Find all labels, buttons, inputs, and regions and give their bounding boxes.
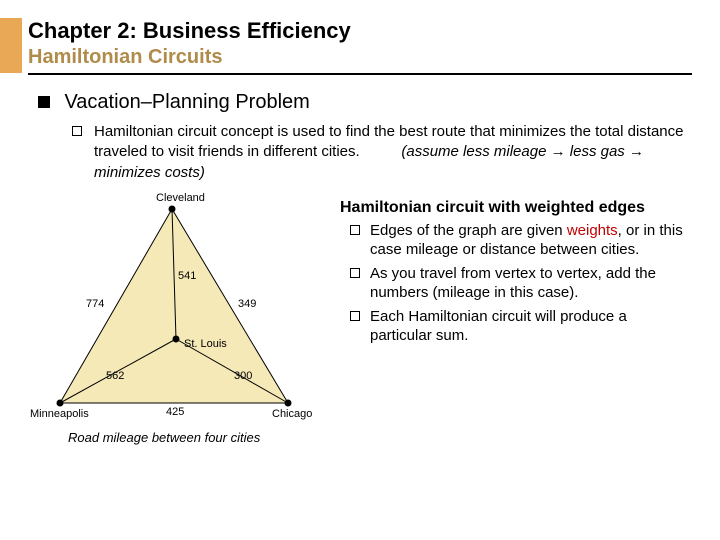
right-list-item: Edges of the graph are given weights, or… (350, 221, 692, 260)
chapter-subtitle: Hamiltonian Circuits (28, 46, 692, 69)
right-item-body: As you travel from vertex to vertex, add… (370, 264, 692, 303)
level2-text: Hamiltonian circuit concept is used to f… (94, 122, 692, 183)
svg-text:St. Louis: St. Louis (184, 338, 227, 350)
highlight-word: weights (567, 222, 618, 239)
svg-text:Chicago: Chicago (272, 408, 312, 420)
slide-header: Chapter 2: Business Efficiency Hamiltoni… (28, 18, 692, 75)
right-title: Hamiltonian circuit with weighted edges (340, 199, 692, 217)
level1-text: Vacation–Planning Problem (64, 91, 309, 113)
square-bullet-icon (38, 96, 50, 108)
right-list-item: Each Hamiltonian circuit will produce a … (350, 307, 692, 346)
svg-text:Cleveland: Cleveland (156, 192, 205, 204)
content-columns: 541 774 349 562 300 425 Cleveland St. Louis Minn… (28, 189, 692, 445)
svg-text:300: 300 (234, 370, 252, 382)
open-square-bullet-icon (350, 225, 360, 235)
open-square-bullet-icon (350, 311, 360, 321)
svg-text:774: 774 (86, 298, 104, 310)
open-square-bullet-icon (350, 268, 360, 278)
chapter-title: Chapter 2: Business Efficiency (28, 18, 692, 44)
cities-graph: 541 774 349 562 300 425 Cleveland St. Louis Minn… (28, 189, 328, 423)
svg-text:Minneapolis: Minneapolis (30, 408, 89, 420)
right-list-item: As you travel from vertex to vertex, add… (350, 264, 692, 303)
right-column: Hamiltonian circuit with weighted edges … (328, 189, 692, 445)
right-item-body: Each Hamiltonian circuit will produce a … (370, 307, 692, 346)
level2-bullet: Hamiltonian circuit concept is used to f… (72, 122, 692, 183)
open-square-bullet-icon (72, 126, 82, 136)
accent-bar (0, 18, 22, 73)
svg-text:541: 541 (178, 270, 196, 282)
svg-text:562: 562 (106, 370, 124, 382)
graph-caption: Road mileage between four cities (68, 430, 328, 445)
svg-text:425: 425 (166, 406, 184, 418)
graph-column: 541 774 349 562 300 425 Cleveland St. Louis Minn… (28, 189, 328, 445)
svg-text:349: 349 (238, 298, 256, 310)
right-item-body: Edges of the graph are given weights, or… (370, 221, 692, 260)
level1-bullet: Vacation–Planning Problem (38, 91, 692, 114)
